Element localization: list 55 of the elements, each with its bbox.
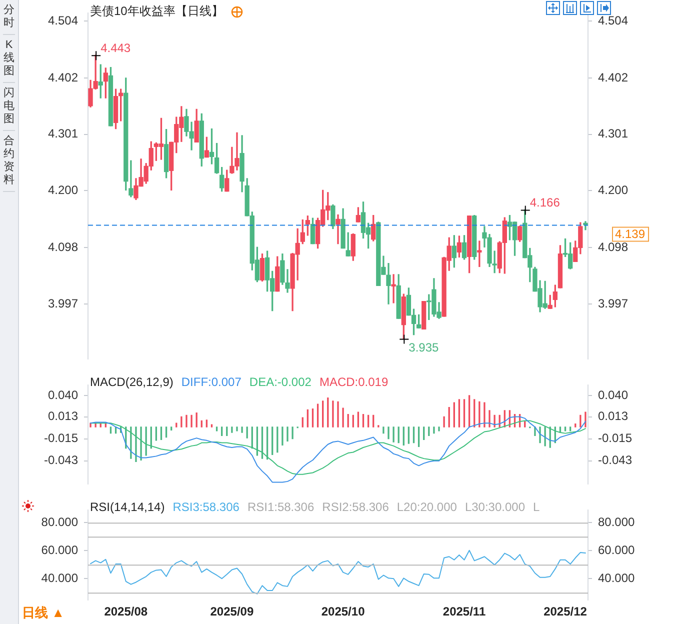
y2-tick-label: 4.301	[598, 126, 628, 141]
y-tick-label: 0.040	[48, 388, 78, 402]
annotation: L	[533, 500, 540, 514]
text: DEA:-0.002	[249, 375, 312, 389]
y-tick-label: 4.200	[48, 183, 78, 198]
candlestick	[128, 160, 134, 198]
y-tick-label: 60.000	[41, 542, 78, 557]
chart-title: MACD(26,12,9)	[90, 375, 174, 389]
y2-tick-label: 4.200	[598, 183, 628, 198]
x-tick-label: 2025/10	[321, 604, 366, 618]
y2-tick-label: 3.997	[598, 296, 628, 310]
y-tick-label: 4.301	[48, 126, 78, 141]
ref-line-label: 4.139	[615, 226, 646, 241]
y-tick-label: 4.098	[48, 240, 78, 254]
y2-tick-label: -0.015	[598, 431, 632, 446]
x-tick-label: 2025/08	[104, 604, 148, 618]
text: 分时	[3, 0, 15, 35]
text: RSI3:58.306	[172, 500, 240, 514]
y2-tick-label: 40.000	[598, 570, 636, 585]
annotation: RSI2:58.306	[322, 500, 389, 514]
y2-tick-label: 4.402	[598, 70, 628, 84]
y-tick-label: 80.000	[41, 514, 78, 529]
candlestick	[336, 214, 340, 244]
y-tick-label: 40.000	[41, 570, 78, 585]
candlestick	[391, 274, 396, 304]
chart-title: RSI(14,14,14)	[90, 500, 165, 514]
y-tick-label: 3.997	[48, 296, 78, 310]
x-tick-label: 2025/11	[442, 604, 486, 618]
y-tick-label: 4.402	[48, 70, 78, 84]
x-tick-label: 2025/09	[210, 604, 254, 618]
text: 闪电图	[3, 83, 15, 131]
x-tick-label: 2025/12	[544, 604, 588, 618]
annotation: 4.443	[100, 41, 131, 56]
chart-title: 美债10年收益率【日线】	[90, 3, 224, 20]
y2-tick-label: 80.000	[598, 514, 636, 529]
y-tick-label: -0.043	[44, 453, 78, 468]
annotation: L20:20.000	[396, 500, 457, 514]
y-tick-label: 4.504	[48, 13, 78, 28]
y-tick-label: 0.013	[48, 409, 78, 424]
text: K线图	[3, 35, 15, 83]
series-label: MACD:0.019	[319, 375, 388, 389]
y2-tick-label: 4.504	[598, 13, 628, 28]
text: 合约资料	[3, 131, 15, 192]
annotation: RSI1:58.306	[247, 500, 314, 514]
y2-tick-label: 0.013	[598, 409, 628, 424]
y2-tick-label: 4.098	[598, 240, 628, 254]
annotation: 4.166	[530, 196, 560, 210]
text: 日线 ▲	[22, 604, 64, 622]
annotation: L30:30.000	[464, 500, 525, 514]
y-tick-label: -0.015	[44, 431, 78, 446]
y2-tick-label: -0.043	[598, 453, 632, 468]
text: DIFF:0.007	[181, 375, 242, 389]
y2-tick-label: 0.040	[598, 388, 628, 402]
y2-tick-label: 60.000	[598, 542, 636, 557]
annotation: 3.935	[408, 340, 440, 355]
